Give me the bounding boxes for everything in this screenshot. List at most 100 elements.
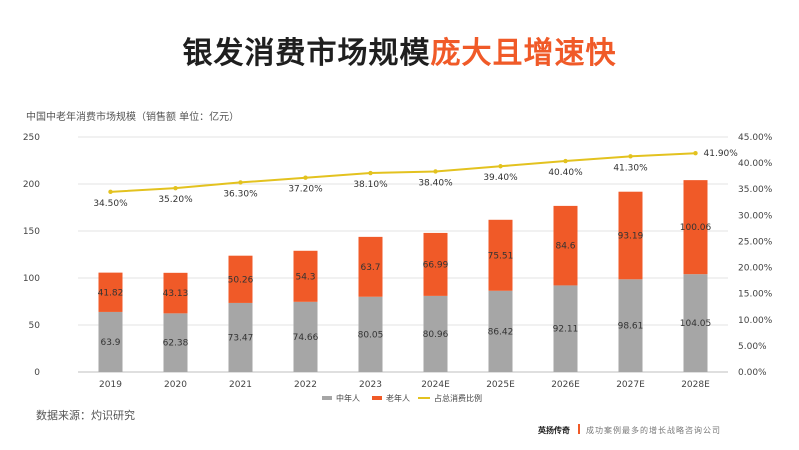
data-label-elderly: 66.99 [423, 260, 449, 270]
ratio-point [693, 150, 698, 156]
bar-middle-aged [293, 301, 318, 372]
bar-elderly [423, 232, 448, 296]
bar-elderly [163, 272, 188, 314]
chart-title: 中国中老年消费市场规模（销售额 单位：亿元） [26, 112, 240, 123]
y-right-tick-label: 15.00% [738, 290, 773, 300]
legend-label-middle-aged: 中年人 [336, 393, 360, 403]
bar-middle-aged [488, 290, 513, 372]
ratio-point [433, 169, 438, 174]
ratio-point [563, 158, 568, 164]
bar-middle-aged [98, 311, 123, 372]
data-label-ratio: 41.90% [704, 149, 739, 159]
bar-middle-aged [228, 302, 253, 372]
bar-middle-aged [618, 279, 643, 372]
ratio-point [498, 164, 503, 169]
ratio-point [368, 170, 373, 176]
bar-middle-aged [423, 295, 448, 372]
bar-middle-aged [553, 285, 578, 372]
bar-elderly [553, 205, 578, 286]
bar-middle-aged [683, 274, 708, 372]
data-label-elderly: 54.3 [295, 272, 315, 282]
y-left-tick-label: 50 [29, 321, 41, 331]
y-right-tick-label: 20.00% [738, 264, 773, 274]
data-label-middle-aged: 62.38 [163, 339, 189, 349]
legend-swatch-middle-aged [322, 396, 332, 400]
data-label-middle-aged: 104.05 [680, 319, 712, 329]
data-label-elderly: 43.13 [163, 289, 189, 299]
x-tick-label: 2025E [486, 380, 515, 390]
data-label-ratio: 38.40% [418, 178, 453, 188]
y-right-tick-label: 0.00% [738, 368, 767, 378]
y-left-tick-label: 200 [23, 180, 40, 190]
ratio-point [173, 185, 178, 191]
data-label-elderly: 84.6 [555, 242, 575, 252]
data-source: 数据来源：灼识研究 [36, 409, 135, 422]
footer-divider [578, 424, 580, 434]
data-label-middle-aged: 98.61 [618, 322, 644, 332]
x-tick-label: 2022 [294, 380, 317, 390]
data-label-ratio: 36.30% [223, 189, 258, 199]
data-label-ratio: 38.10% [353, 180, 388, 190]
data-label-middle-aged: 80.05 [358, 330, 384, 340]
y-right-tick-label: 25.00% [738, 237, 773, 247]
x-tick-label: 2028E [681, 380, 710, 390]
data-label-middle-aged: 80.96 [423, 330, 449, 340]
y-right-tick-label: 35.00% [738, 185, 773, 195]
y-left-tick-label: 0 [34, 368, 40, 378]
y-right-tick-label: 5.00% [738, 342, 767, 352]
data-label-ratio: 37.20% [288, 185, 323, 195]
data-label-middle-aged: 92.11 [553, 325, 579, 335]
data-label-middle-aged: 74.66 [293, 333, 319, 343]
x-tick-label: 2019 [99, 380, 122, 390]
x-tick-label: 2024E [421, 380, 450, 390]
ratio-line [110, 152, 696, 193]
x-tick-label: 2023 [359, 380, 382, 390]
title-part-1: 银发消费市场规模 [182, 36, 431, 71]
data-label-elderly: 93.19 [618, 232, 644, 242]
ratio-point [238, 180, 243, 185]
ratio-point [303, 175, 308, 180]
y-right-tick-label: 40.00% [738, 159, 773, 169]
y-left-tick-label: 150 [23, 227, 40, 237]
data-label-ratio: 41.30% [613, 163, 648, 173]
y-right-tick-label: 30.00% [738, 211, 773, 221]
x-tick-label: 2020 [164, 380, 187, 390]
data-label-elderly: 75.51 [488, 251, 514, 261]
y-left-tick-label: 100 [23, 274, 40, 284]
footer-tagline: 成功案例最多的增长战略咨询公司 [586, 426, 721, 435]
y-right-tick-label: 10.00% [738, 316, 773, 326]
data-label-ratio: 39.40% [483, 173, 518, 183]
page-title: 银发消费市场规模庞大且增速快 [0, 28, 799, 72]
footer-brand: 英扬传奇 [538, 426, 570, 435]
x-tick-label: 2026E [551, 380, 580, 390]
bar-middle-aged [358, 296, 383, 372]
data-label-elderly: 63.7 [360, 263, 380, 273]
data-label-ratio: 40.40% [548, 168, 583, 178]
x-tick-label: 2027E [616, 380, 645, 390]
x-tick-label: 2021 [229, 380, 252, 390]
data-label-ratio: 34.50% [93, 199, 128, 209]
legend-label-ratio: 占总消费比例 [434, 393, 482, 403]
data-label-elderly: 41.82 [98, 288, 124, 298]
data-label-middle-aged: 73.47 [228, 333, 254, 343]
data-label-elderly: 50.26 [228, 275, 254, 285]
bar-elderly [358, 236, 383, 297]
legend-label-elderly: 老年人 [386, 393, 410, 403]
data-label-middle-aged: 86.42 [488, 327, 514, 337]
bar-elderly [228, 255, 253, 303]
bar-elderly [683, 180, 708, 275]
y-left-tick-label: 250 [23, 133, 40, 143]
data-label-elderly: 100.06 [680, 223, 712, 233]
data-label-ratio: 35.20% [158, 195, 193, 205]
bar-elderly [618, 191, 643, 280]
bar-elderly [98, 272, 123, 312]
bar-elderly [488, 219, 513, 291]
legend-swatch-elderly [372, 396, 382, 400]
title-part-2: 庞大且增速快 [430, 36, 617, 71]
bar-elderly [293, 250, 318, 302]
ratio-point [628, 154, 633, 159]
ratio-point [108, 189, 113, 195]
data-label-middle-aged: 63.9 [100, 338, 120, 348]
y-right-tick-label: 45.00% [738, 133, 773, 143]
